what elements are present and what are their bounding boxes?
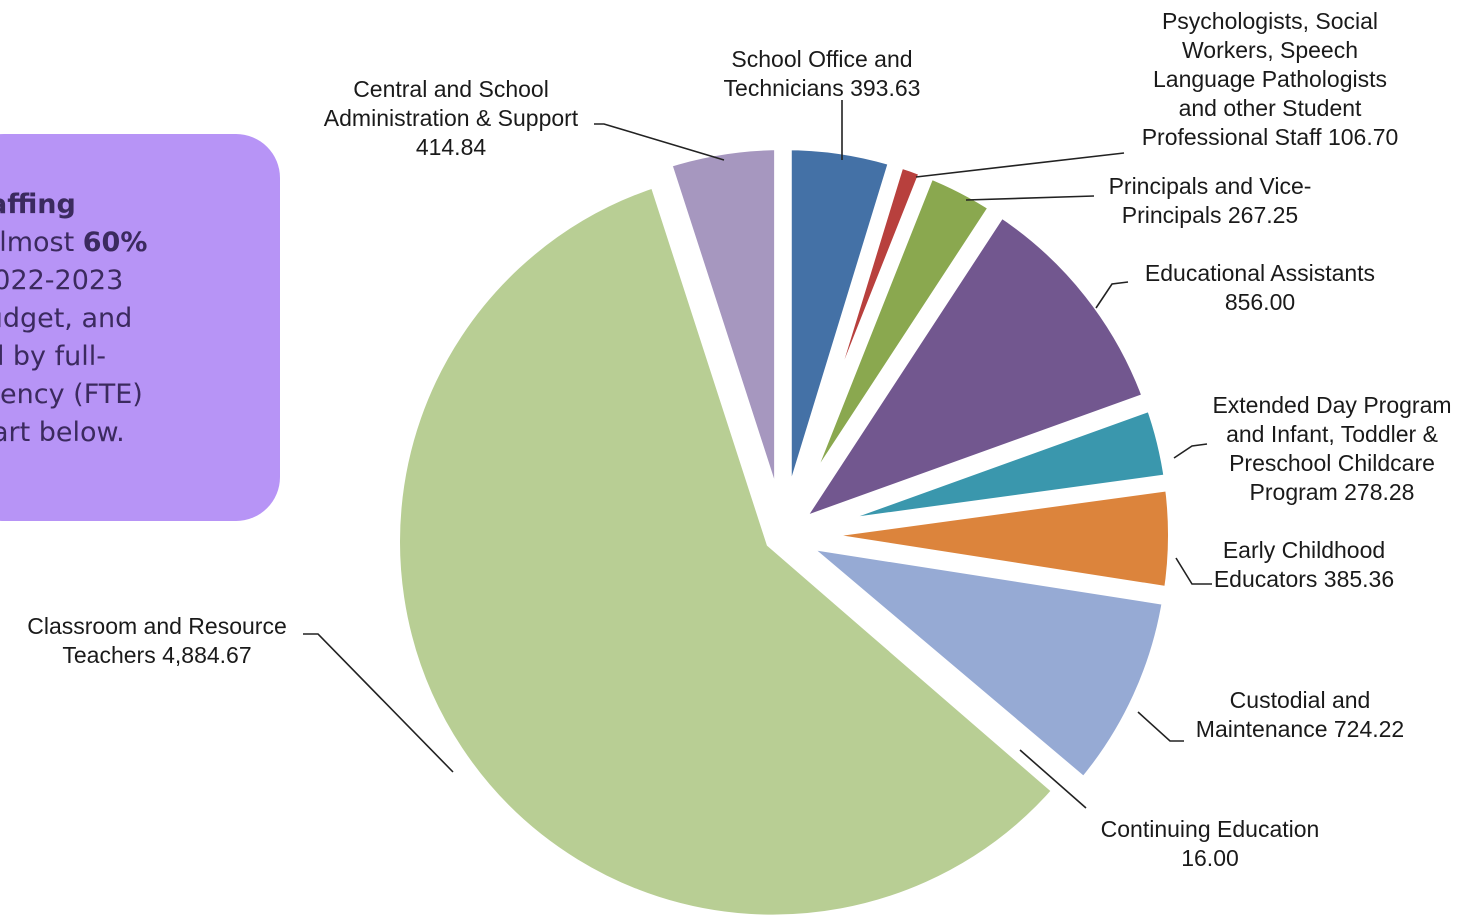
slice-label-line: 414.84: [416, 134, 487, 160]
slice-label-line: Language Pathologists: [1153, 66, 1387, 92]
slice-label-line: Early Childhood: [1223, 537, 1385, 563]
callout-text: ted by full-: [0, 341, 106, 372]
slice-label-line: Principals and Vice-: [1109, 173, 1312, 199]
slice-label-line: Program 278.28: [1250, 479, 1415, 505]
pie-slices: [386, 136, 1182, 915]
slice-label-custodial-and-maintenance: Custodial and Maintenance 724.22: [1196, 687, 1404, 742]
pie-slice-continuing-education: [787, 537, 1093, 802]
callout-line: ted by full-: [0, 338, 280, 376]
slice-label-classroom-and-resource-teachers: Classroom and Resource Teachers 4,884.67: [27, 613, 287, 668]
callout-line: budget, and: [0, 300, 280, 338]
leader-line-educational-assistants: [1095, 281, 1129, 309]
leader-line-continuing-education: [1019, 749, 1087, 809]
slice-label-line: School Office and: [731, 46, 912, 72]
slice-label-line: Educators 385.36: [1214, 566, 1394, 592]
callout-text: chart below.: [0, 417, 125, 448]
callout-text: l 2022-2023: [0, 265, 124, 296]
leader-lines: [303, 100, 1212, 809]
leader-line-classroom-and-resource-teachers: [303, 633, 454, 773]
leader-line-extended-day-program-and-infant-toddler-and-preschool-childcare-program: [1173, 443, 1208, 459]
slice-labels: School Office and Technicians 393.63 Psych…: [27, 8, 1451, 871]
slice-label-line: Professional Staff 106.70: [1142, 124, 1399, 150]
slice-label-line: Administration & Support: [324, 105, 579, 131]
leader-line-psychologists-social-workers-speech-language-pathologists-and-other-student-professional-staff: [915, 152, 1125, 178]
slice-label-line: Central and School: [353, 76, 549, 102]
slice-label-line: Technicians 393.63: [724, 75, 921, 101]
slice-label-line: Extended Day Program: [1212, 392, 1451, 418]
callout-line: valency (FTE): [0, 376, 280, 414]
pie-slice-educational-assistants: [775, 199, 1159, 542]
callout-text: valency (FTE): [0, 379, 143, 410]
slice-label-line: 856.00: [1225, 289, 1295, 315]
slice-label-continuing-education: Continuing Education 16.00: [1101, 816, 1320, 871]
slice-label-line: Classroom and Resource: [27, 613, 287, 639]
callout-line: chart below.: [0, 414, 280, 452]
slice-label-central-and-school-administration-and-support: Central and School Administration & Suppo…: [324, 76, 579, 160]
slice-label-line: Custodial and: [1230, 687, 1371, 713]
slice-label-extended-day-program-and-infant-toddler-and-preschool-childcare-program: Extended Day Program and Infant, Toddler …: [1212, 392, 1451, 505]
callout-bold-text: staffing: [0, 189, 76, 220]
leader-line-central-and-school-administration-and-support: [594, 123, 725, 161]
slice-label-school-office-and-technicians: School Office and Technicians 393.63: [724, 46, 921, 101]
slice-label-line: Continuing Education: [1101, 816, 1320, 842]
callout-line: s almost 60%: [0, 224, 280, 262]
callout-text: budget, and: [0, 303, 133, 334]
slice-label-line: Workers, Speech: [1182, 37, 1358, 63]
callout-line: staffing: [0, 186, 280, 224]
slice-label-psychologists-social-workers-speech-language-pathologists-and-other-student-professional-staff: Psychologists, Social Workers, Speech Lang…: [1142, 8, 1399, 150]
slice-label-principals-and-vice-principals: Principals and Vice- Principals 267.25: [1109, 173, 1312, 228]
pie-slice-central-and-school-administration-and-support: [655, 136, 789, 526]
slice-label-line: 16.00: [1181, 845, 1239, 871]
slice-label-early-childhood-educators: Early Childhood Educators 385.36: [1214, 537, 1394, 592]
slice-label-educational-assistants: Educational Assistants 856.00: [1145, 260, 1375, 315]
leader-line-custodial-and-maintenance: [1137, 711, 1184, 742]
slice-label-line: and other Student: [1179, 95, 1362, 121]
callout-line: l 2022-2023: [0, 262, 280, 300]
slice-label-line: and Infant, Toddler &: [1226, 421, 1438, 447]
slice-label-line: Preschool Childcare: [1229, 450, 1435, 476]
slice-label-line: Psychologists, Social: [1162, 8, 1378, 34]
slice-label-line: Teachers 4,884.67: [62, 642, 251, 668]
staffing-callout: staffing s almost 60% l 2022-2023 budget…: [0, 134, 280, 521]
leader-line-principals-and-vice-principals: [965, 195, 1095, 201]
pie-slice-classroom-and-resource-teachers: [386, 171, 1071, 915]
callout-bold-text: 60%: [82, 227, 148, 258]
slice-label-line: Maintenance 724.22: [1196, 716, 1404, 742]
slice-label-line: Educational Assistants: [1145, 260, 1375, 286]
slice-label-line: Principals 267.25: [1122, 202, 1298, 228]
pie-slice-custodial-and-maintenance: [770, 529, 1178, 796]
leader-line-early-childhood-educators: [1175, 557, 1212, 585]
callout-text: s almost: [0, 227, 75, 258]
